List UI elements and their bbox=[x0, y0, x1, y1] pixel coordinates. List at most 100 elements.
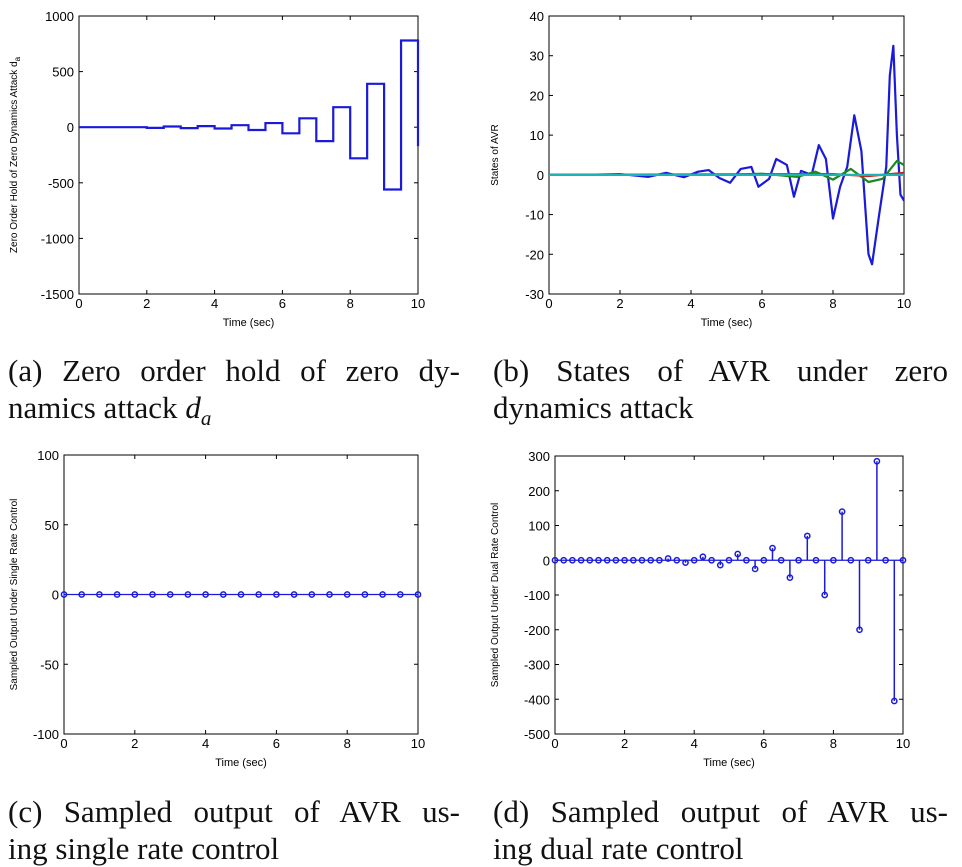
y-tick-label: 1000 bbox=[45, 9, 74, 24]
data-point bbox=[847, 556, 855, 564]
y-tick-label: -1500 bbox=[41, 287, 74, 302]
x-tick-label: 8 bbox=[344, 736, 351, 751]
y-tick-label: 500 bbox=[52, 65, 74, 80]
x-tick-label: 0 bbox=[75, 296, 82, 311]
data-point bbox=[595, 556, 602, 564]
data-point bbox=[131, 591, 139, 598]
data-point bbox=[396, 591, 404, 598]
chart-a: 0 2 4 6 8 10 -1500 -1000 -500 0 500 1000 Time (sec) Z… bbox=[9, 9, 425, 329]
data-point bbox=[638, 556, 646, 564]
y-axis-label: States of AVR bbox=[490, 124, 501, 186]
y-tick-label: 0 bbox=[543, 553, 550, 568]
y-tick-label: 40 bbox=[530, 9, 544, 24]
data-point bbox=[219, 591, 227, 598]
data-point bbox=[734, 550, 742, 558]
data-point bbox=[795, 556, 802, 564]
data-point bbox=[743, 556, 750, 564]
x-tick-label: 6 bbox=[758, 296, 765, 311]
chart-d: 0 2 4 6 8 10 -500 -400 -300 -200 -100 0 100 200 300 Tim… bbox=[490, 449, 910, 769]
data-point bbox=[899, 556, 907, 564]
x-tick-label: 2 bbox=[621, 736, 628, 751]
data-point bbox=[716, 561, 724, 569]
y-tick-label: -400 bbox=[524, 692, 550, 707]
caption-a: (a) Zero order hold of zero dy- namics a… bbox=[8, 352, 460, 437]
y-tick-label: 0 bbox=[67, 120, 74, 135]
data-point bbox=[873, 457, 881, 465]
caption-c: (c) Sampled output of AVR us- ing single… bbox=[8, 793, 460, 867]
y-tick-label: 20 bbox=[530, 88, 544, 103]
y-tick-label: -30 bbox=[525, 287, 544, 302]
x-axis-label: Time (sec) bbox=[701, 317, 753, 329]
data-point bbox=[629, 556, 637, 564]
data-point bbox=[361, 591, 369, 598]
y-tick-label: 0 bbox=[52, 588, 59, 603]
x-tick-label: 2 bbox=[131, 736, 138, 751]
plot-frame bbox=[78, 15, 419, 295]
x-tick-label: 4 bbox=[202, 736, 209, 751]
x-tick-label: 10 bbox=[896, 736, 910, 751]
caption-a-math-d: d bbox=[185, 390, 201, 425]
data-point bbox=[621, 556, 628, 564]
x-tick-label: 8 bbox=[829, 296, 836, 311]
y-tick-label: -500 bbox=[524, 727, 550, 742]
x-tick-label: 6 bbox=[279, 296, 286, 311]
x-tick-label: 10 bbox=[411, 736, 425, 751]
data-point bbox=[569, 556, 576, 564]
y-tick-label: -10 bbox=[525, 208, 544, 223]
data-point bbox=[96, 591, 103, 598]
data-point bbox=[812, 556, 820, 564]
caption-d-line1: (d) Sampled output of AVR us- bbox=[493, 794, 948, 829]
series-line-1 bbox=[549, 44, 905, 266]
data-point bbox=[673, 556, 681, 564]
data-point bbox=[603, 556, 611, 564]
caption-c-line2: ing single rate control bbox=[8, 831, 280, 866]
x-tick-label: 10 bbox=[411, 296, 425, 311]
data-point bbox=[379, 591, 386, 598]
y-axis-label: Sampled Output Under Single Rate Control bbox=[9, 499, 20, 691]
y-tick-label: -200 bbox=[524, 623, 550, 638]
x-tick-label: 2 bbox=[143, 296, 150, 311]
data-point bbox=[751, 565, 759, 573]
data-point bbox=[326, 591, 333, 598]
caption-a-math-sub: a bbox=[200, 406, 212, 431]
data-point bbox=[612, 556, 620, 564]
x-tick-label: 4 bbox=[691, 736, 698, 751]
y-axis-label: Sampled Output Under Dual Rate Control bbox=[490, 503, 501, 688]
data-point bbox=[760, 556, 768, 564]
x-tick-label: 8 bbox=[347, 296, 354, 311]
data-point bbox=[255, 591, 263, 598]
plot-frame bbox=[548, 15, 905, 295]
caption-a-line2: namics attack da bbox=[8, 389, 460, 437]
data-point bbox=[166, 591, 174, 598]
caption-a-line2-text: namics attack bbox=[8, 390, 186, 425]
data-point bbox=[551, 556, 559, 564]
x-tick-label: 0 bbox=[545, 296, 552, 311]
caption-b-line1: (b) States of AVR under zero bbox=[493, 353, 948, 388]
x-axis-label: Time (sec) bbox=[223, 317, 275, 329]
y-tick-label: -100 bbox=[524, 588, 550, 603]
data-point bbox=[60, 591, 68, 598]
data-point bbox=[725, 556, 733, 564]
y-tick-label: 30 bbox=[530, 49, 544, 64]
chart-b: 0 2 4 6 8 10 -30 -20 -10 0 10 20 30 40 Time (sec) State… bbox=[490, 9, 911, 329]
x-axis-label: Time (sec) bbox=[215, 757, 267, 769]
y-tick-label: 100 bbox=[528, 519, 550, 534]
data-point bbox=[690, 556, 698, 564]
caption-d-line2: ing dual rate control bbox=[493, 831, 744, 866]
data-point bbox=[856, 626, 863, 634]
y-axis-label: Zero Order Hold of Zero Dynamics Attack … bbox=[9, 56, 22, 253]
y-tick-label: -300 bbox=[524, 658, 550, 673]
y-tick-label: -20 bbox=[525, 247, 544, 262]
data-point bbox=[343, 591, 351, 598]
data-point bbox=[838, 508, 846, 515]
x-tick-label: 10 bbox=[897, 296, 911, 311]
y-tick-label: -1000 bbox=[41, 231, 74, 246]
series-line bbox=[79, 39, 420, 191]
series-line-2 bbox=[549, 159, 905, 184]
data-point bbox=[586, 556, 594, 564]
data-point bbox=[656, 556, 663, 564]
caption-b: (b) States of AVR under zero dynamics at… bbox=[493, 352, 948, 426]
y-tick-label: 100 bbox=[37, 448, 59, 463]
y-tick-label: -100 bbox=[33, 727, 59, 742]
data-point bbox=[864, 556, 872, 564]
